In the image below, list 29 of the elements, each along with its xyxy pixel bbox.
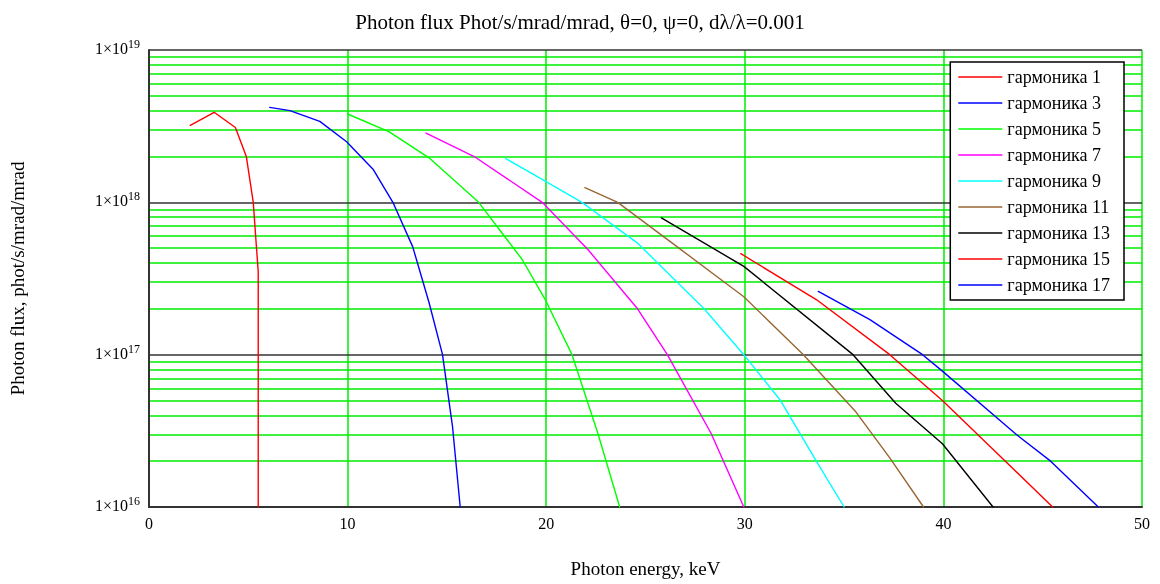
legend-label: гармоника 11 bbox=[1007, 197, 1110, 217]
x-tick-label: 30 bbox=[736, 514, 753, 532]
line-series bbox=[425, 132, 745, 508]
line-series bbox=[504, 157, 845, 508]
y-tick-label: 1×10$^{19}$ bbox=[94, 37, 140, 59]
chart-title: Photon flux Phot/s/mrad/mrad, θ=0, ψ=0, dλ/λ=0.001 bbox=[355, 9, 805, 34]
line-series bbox=[346, 113, 621, 508]
legend-label: гармоника 9 bbox=[1007, 171, 1101, 191]
legend-label: гармоника 17 bbox=[1007, 275, 1110, 295]
y-tick-label: 1×10$^{17}$ bbox=[94, 341, 140, 364]
x-tick-label: 20 bbox=[538, 514, 555, 532]
x-axis-title: Photon energy, keV bbox=[570, 558, 721, 579]
y-tick-label: 1×10$^{18}$ bbox=[94, 189, 140, 212]
x-tick-label: 0 bbox=[145, 514, 153, 532]
legend-label: гармоника 13 bbox=[1007, 223, 1110, 243]
legend-label: гармоника 1 bbox=[1007, 67, 1101, 87]
y-axis-title: Photon flux, phot/s/mrad/mrad bbox=[7, 161, 28, 396]
line-series bbox=[584, 186, 925, 508]
legend-label: гармоника 7 bbox=[1007, 145, 1101, 165]
legend-label: гармоника 5 bbox=[1007, 119, 1101, 139]
x-tick-label: 50 bbox=[1134, 514, 1150, 532]
line-series bbox=[660, 217, 994, 508]
legend-label: гармоника 15 bbox=[1007, 249, 1110, 269]
line-series bbox=[189, 111, 259, 508]
legend-label: гармоника 3 bbox=[1007, 93, 1101, 113]
x-tick-label: 40 bbox=[935, 514, 952, 532]
line-series bbox=[269, 106, 461, 508]
y-tick-label: 1×10$^{16}$ bbox=[94, 494, 140, 516]
x-tick-label: 10 bbox=[339, 514, 356, 532]
